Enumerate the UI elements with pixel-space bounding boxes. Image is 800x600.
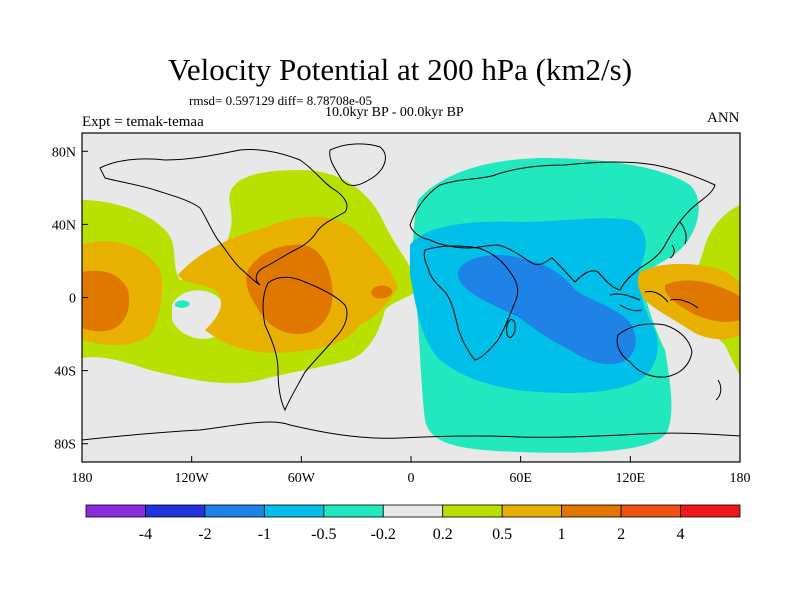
x-tick-label: 180: [72, 471, 93, 486]
period-text: 10.0kyr BP - 00.0kyr BP: [325, 105, 464, 120]
coastline-japan: [669, 221, 687, 259]
contour-positive-1-atlantic-spot: [371, 285, 393, 299]
coastline-africa: [423, 245, 519, 361]
colorbar-label: 2: [617, 526, 625, 543]
coastline-antarctica: [82, 421, 740, 441]
stats-text: rmsd= 0.597129 diff= 8.78708e-05: [189, 93, 373, 108]
y-tick-label: 80N: [52, 145, 76, 160]
colorbar-label: 0.5: [492, 526, 512, 543]
x-tick-label: 120W: [175, 471, 210, 486]
coastlines: [82, 143, 740, 441]
colorbar-swatch: [442, 504, 503, 518]
contour-positive-1-westpacific: [665, 280, 740, 323]
coastline-eurasia: [409, 161, 716, 291]
coastline-north-america: [99, 149, 348, 286]
colorbar-swatch: [501, 504, 563, 518]
colorbar-label: -0.5: [311, 526, 336, 543]
colorbar-swatch: [263, 504, 325, 518]
x-tick-label: 180: [730, 471, 751, 486]
colorbar-label: -1: [258, 526, 271, 543]
colorbar-swatch: [680, 504, 741, 518]
axis-ticks: 180 120W 60W 0 60E 120E 180 80N 40N 0 40S 80S: [52, 145, 751, 486]
experiment-label: Expt = temak-temaa: [82, 114, 204, 130]
contour-positive-1-southamerica: [246, 244, 333, 335]
colorbar-swatch: [620, 504, 681, 518]
colorbar-swatch: [145, 504, 206, 518]
coastline-maritime-continent: [609, 291, 699, 312]
x-tick-label: 120E: [616, 471, 646, 486]
contour-negative-1: [458, 255, 636, 365]
colorbar-label: -0.2: [371, 526, 396, 543]
x-tick-label: 60E: [509, 471, 532, 486]
colorbar: -4 -2 -1 -0.5 -0.2 0.2 0.5 1 2 4: [85, 504, 741, 543]
coastline-greenland: [329, 143, 386, 186]
y-tick-label: 0: [69, 292, 76, 307]
season-label: ANN: [707, 110, 740, 126]
contour-positive-1-pacific: [82, 270, 130, 332]
colorbar-label: 4: [677, 526, 685, 543]
y-tick-label: 80S: [54, 438, 76, 453]
colorbar-swatch: [561, 504, 622, 518]
x-tick-label: 0: [408, 471, 415, 486]
colorbar-swatch: [85, 504, 146, 518]
coastline-new-zealand: [715, 379, 722, 401]
colorbar-label: -4: [139, 526, 152, 543]
colorbar-swatch: [323, 504, 384, 518]
x-tick-label: 60W: [288, 471, 316, 486]
coastline-south-america: [262, 276, 348, 412]
coastline-madagascar: [506, 319, 516, 338]
y-tick-label: 40S: [54, 365, 76, 380]
colorbar-label: 0.2: [433, 526, 453, 543]
y-tick-label: 40N: [52, 218, 76, 233]
colorbar-label: -2: [198, 526, 211, 543]
colorbar-label: 1: [558, 526, 566, 543]
coastline-australia: [616, 323, 693, 378]
colorbar-swatch: [382, 504, 444, 518]
contour-positive-near-cyan-spot: [175, 300, 190, 308]
chart-title: Velocity Potential at 200 hPa (km2/s): [167, 52, 633, 87]
colorbar-swatch: [204, 504, 265, 518]
